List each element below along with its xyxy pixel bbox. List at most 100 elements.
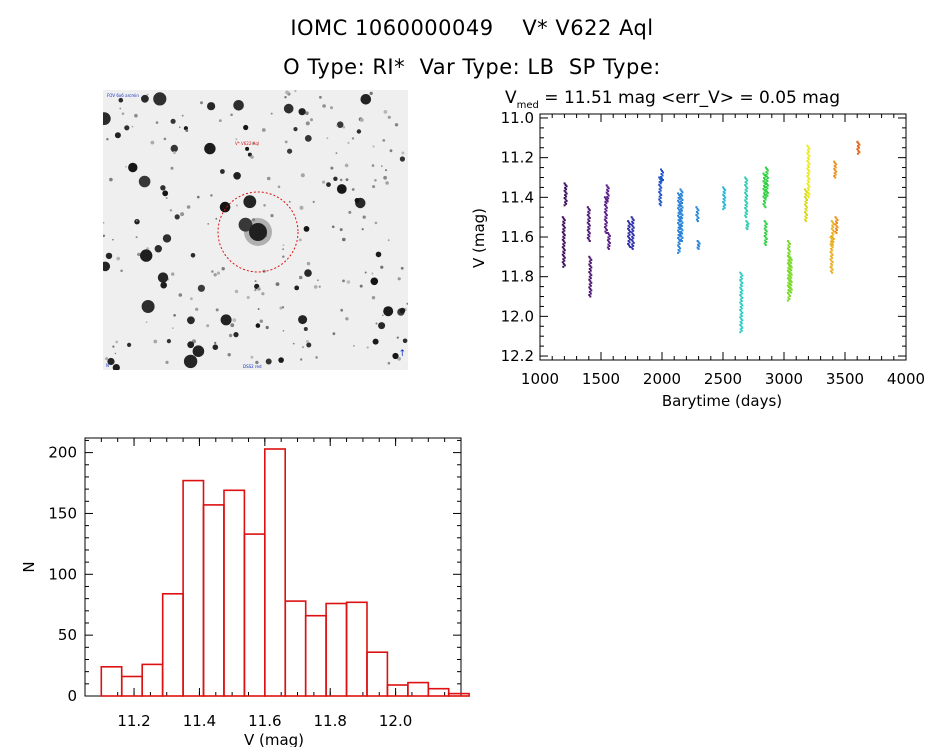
lc-data-point xyxy=(562,265,565,268)
lc-data-point xyxy=(740,303,743,305)
lc-data-point xyxy=(739,328,742,331)
lc-data-point xyxy=(565,192,568,195)
lc-data-point xyxy=(604,223,607,226)
sky-star xyxy=(330,166,334,170)
lc-data-point xyxy=(831,256,834,259)
sky-star xyxy=(211,270,214,273)
lc-data-point xyxy=(723,202,726,205)
lc-data-point xyxy=(831,243,834,246)
lc-data-point xyxy=(722,190,725,193)
hist-bar xyxy=(304,614,327,697)
lc-data-point xyxy=(661,170,663,172)
lc-data-point xyxy=(695,206,698,209)
sky-star xyxy=(374,179,377,182)
lc-data-point xyxy=(764,178,766,181)
lc-data-point xyxy=(605,214,608,217)
histogram-ylabel: N xyxy=(20,561,38,572)
lc-data-point xyxy=(587,226,590,229)
lc-data-point xyxy=(589,261,592,264)
lc-data-point xyxy=(562,243,565,246)
sky-star xyxy=(157,272,169,283)
sky-star xyxy=(243,124,249,131)
lc-data-point xyxy=(762,180,765,183)
lc-data-point xyxy=(739,291,742,294)
lc-data-point xyxy=(744,199,747,202)
sky-star xyxy=(336,184,347,194)
hist-bar xyxy=(263,448,286,697)
histogram-frame xyxy=(84,437,462,697)
sky-star xyxy=(140,249,153,262)
light-curve-ticks: 1000 1500 2000 2500 3000 3500 4000 11.0 11.2 11.4… xyxy=(501,109,926,388)
lc-data-point xyxy=(678,250,681,253)
lc-data-point xyxy=(790,281,793,284)
lc-data-point xyxy=(805,189,807,192)
lc-data-point xyxy=(679,218,682,221)
sky-star xyxy=(125,165,127,168)
sky-star xyxy=(371,272,374,275)
lc-data-point xyxy=(831,236,834,239)
lc-data-point xyxy=(677,204,680,207)
sky-star xyxy=(348,210,352,214)
lc-data-point xyxy=(605,198,608,201)
lc-data-point xyxy=(587,210,590,213)
sky-star xyxy=(392,352,399,360)
lc-data-point xyxy=(678,193,681,196)
sky-star xyxy=(112,238,114,241)
lc-data-point xyxy=(829,258,832,261)
lc-data-point xyxy=(631,247,634,250)
lc-data-point xyxy=(562,250,565,253)
lc-data-point xyxy=(745,213,748,216)
sky-star xyxy=(214,341,217,344)
lc-data-point xyxy=(607,194,610,197)
sky-star xyxy=(326,137,329,140)
lc-data-point xyxy=(764,206,767,209)
sky-star xyxy=(340,308,344,312)
sky-star xyxy=(282,330,285,332)
sky-star xyxy=(257,308,260,310)
sky-star xyxy=(299,205,304,210)
lc-data-point xyxy=(765,178,768,181)
sky-star xyxy=(215,217,218,220)
sky-star xyxy=(330,106,333,110)
lc-data-point xyxy=(763,242,766,245)
sky-star xyxy=(336,121,344,128)
lc-data-point xyxy=(739,313,742,316)
lc-data-point xyxy=(762,195,765,198)
lc-data-point xyxy=(806,179,809,182)
lc-data-point xyxy=(724,189,727,192)
lc-data-point xyxy=(678,216,681,219)
sky-star xyxy=(197,284,205,292)
lc-data-point xyxy=(658,176,661,179)
lc-data-point xyxy=(680,192,682,195)
lc-data-point xyxy=(739,331,742,334)
target-aperture-circle xyxy=(217,191,299,273)
sky-star xyxy=(103,112,111,125)
sky-star xyxy=(284,140,288,144)
lc-data-point xyxy=(590,274,593,277)
lc-data-point xyxy=(677,251,680,254)
lc-data-point xyxy=(677,214,680,217)
lc-data-point xyxy=(629,238,632,241)
histogram-chart: 11.2 11.4 11.6 11.8 12.0 0 50 100 150 200 V (mag)… xyxy=(20,437,470,747)
lc-data-point xyxy=(786,262,789,265)
lc-data-point xyxy=(677,207,680,210)
lc-data-point xyxy=(561,246,564,249)
sky-star xyxy=(166,339,171,344)
lc-data-point xyxy=(678,235,681,238)
lc-data-point xyxy=(766,180,769,182)
sky-star xyxy=(238,217,253,232)
lc-data-point xyxy=(807,158,810,161)
lc-data-point xyxy=(746,228,749,231)
hist-bar xyxy=(366,651,389,697)
sky-star xyxy=(345,317,349,321)
lc-data-point xyxy=(695,210,698,213)
sky-star xyxy=(254,288,257,292)
lc-data-point xyxy=(722,186,725,189)
sky-star xyxy=(173,151,176,155)
lc-data-point xyxy=(765,193,768,196)
lc-data-point xyxy=(677,237,680,239)
sky-star xyxy=(304,269,312,277)
sky-star xyxy=(155,121,159,124)
sky-thumbnail-image: FOV 6x6 arcmin V* V622 Aql DSS2 red N ↑ xyxy=(103,90,408,370)
lc-xtick-label: 3000 xyxy=(765,370,803,388)
